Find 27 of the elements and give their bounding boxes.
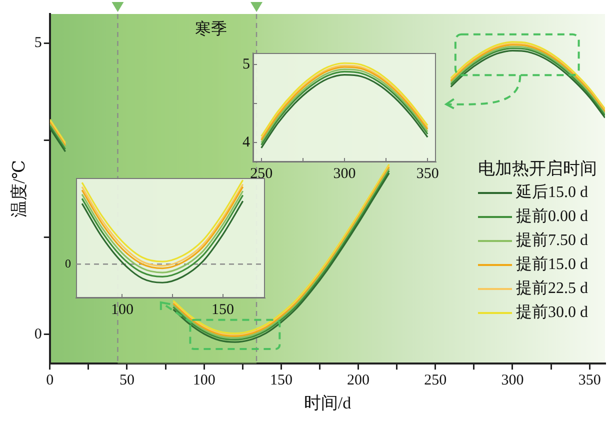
x-tick-label: 0 xyxy=(46,372,54,389)
legend-label: 提前15.0 d xyxy=(516,255,588,275)
x-tick-label: 350 xyxy=(416,166,439,182)
x-tick-label: 100 xyxy=(192,372,216,389)
x-tick-label: 350 xyxy=(578,372,601,389)
x-tick-label: 300 xyxy=(333,166,356,182)
legend-label: 延后15.0 d xyxy=(516,182,588,203)
legend-title: 电加热开启时间 xyxy=(478,158,597,180)
band-label: 寒季 xyxy=(195,20,228,38)
x-tick-label: 100 xyxy=(110,302,134,318)
y-axis-title: 温度/℃ xyxy=(10,160,29,218)
y-tick-label: 5 xyxy=(242,56,250,73)
legend-label: 提前7.50 d xyxy=(516,231,588,251)
annotation: 0 xyxy=(65,256,71,270)
x-tick-label: 150 xyxy=(270,372,292,389)
legend-label: 提前0.00 d xyxy=(516,207,588,227)
legend-label: 提前22.5 d xyxy=(516,279,588,299)
x-tick-label: 250 xyxy=(424,372,447,389)
x-tick-label: 200 xyxy=(347,372,370,389)
x-axis-title: 时间/d xyxy=(304,393,352,412)
x-tick-label: 300 xyxy=(501,372,524,389)
x-tick-label: 250 xyxy=(250,166,273,182)
y-tick-label: 5 xyxy=(34,35,42,52)
x-tick-label: 150 xyxy=(212,302,234,318)
x-tick-label: 50 xyxy=(119,372,134,389)
y-tick-label: 4 xyxy=(242,134,250,150)
legend-label: 提前30.0 d xyxy=(516,303,588,323)
